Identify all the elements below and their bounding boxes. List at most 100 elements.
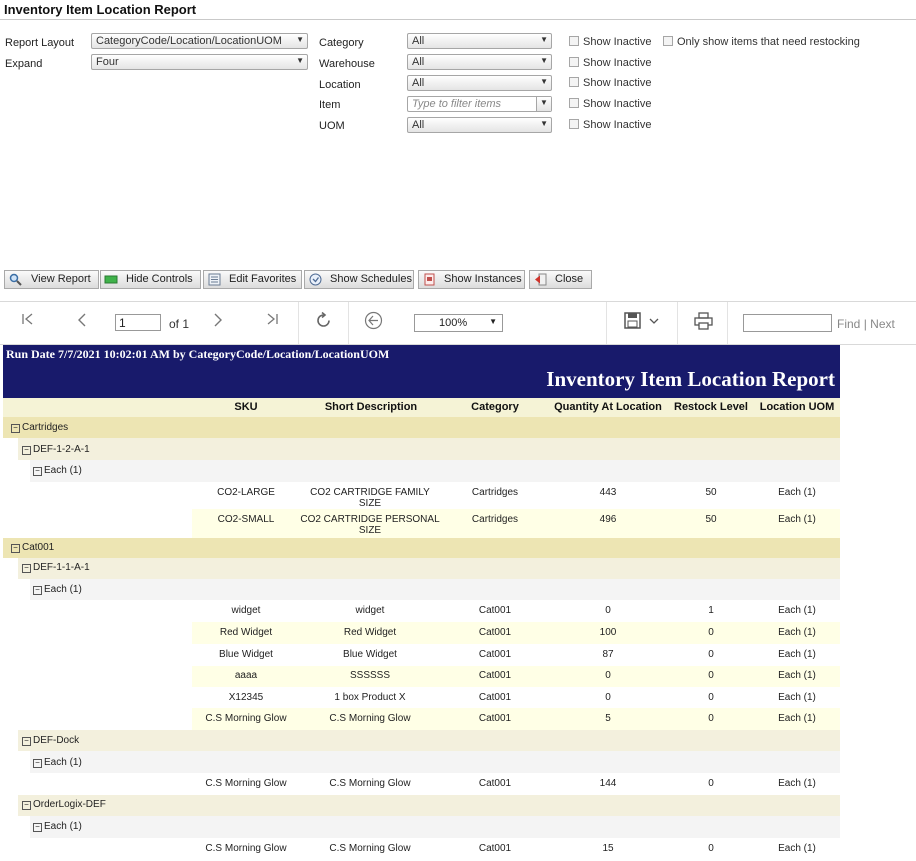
list-edit-icon xyxy=(207,273,221,286)
uom-group-label[interactable]: − Each (1) xyxy=(33,465,82,476)
location-group-label[interactable]: − OrderLogix-DEF xyxy=(22,799,106,810)
viewer-toolbar-bottom-border xyxy=(0,344,916,345)
uom-group-label[interactable]: − Each (1) xyxy=(33,584,82,595)
uom-group-row xyxy=(30,579,840,600)
edit-favorites-button[interactable]: Edit Favorites xyxy=(203,270,302,289)
collapse-icon[interactable]: − xyxy=(22,564,31,573)
hide-controls-button[interactable]: Hide Controls xyxy=(100,270,201,289)
save-export-button[interactable] xyxy=(624,312,662,335)
category-cell: Cat001 xyxy=(478,692,512,703)
location-value: All xyxy=(412,77,425,89)
print-icon[interactable] xyxy=(694,312,713,335)
toolbar-separator xyxy=(677,302,678,344)
collapse-icon[interactable]: − xyxy=(11,544,20,553)
description-cell: widget xyxy=(355,605,385,616)
uom-cell: Each (1) xyxy=(778,670,816,681)
category-cell: Cat001 xyxy=(478,713,512,724)
description-cell: SSSSSS xyxy=(349,670,391,681)
category-group-label[interactable]: − Cartridges xyxy=(11,422,68,433)
toolbar-separator xyxy=(298,302,299,344)
find-separator: | xyxy=(863,317,867,331)
category-cell: Cartridges xyxy=(471,487,519,498)
clock-icon xyxy=(308,273,322,286)
collapse-icon[interactable]: − xyxy=(33,467,42,476)
uom-show-inactive-checkbox[interactable] xyxy=(569,119,579,129)
restock-cell: 0 xyxy=(708,843,714,854)
location-group-label[interactable]: − DEF-1-1-A-1 xyxy=(22,562,90,573)
uom-cell: Each (1) xyxy=(778,778,816,789)
collapse-icon[interactable]: − xyxy=(22,737,31,746)
close-button[interactable]: Close xyxy=(529,270,592,289)
warehouse-show-inactive-checkbox[interactable] xyxy=(569,57,579,67)
collapse-icon[interactable]: − xyxy=(22,801,31,810)
toolbar-separator xyxy=(606,302,607,344)
description-cell: CO2 CARTRIDGE FAMILY SIZE xyxy=(310,487,430,509)
collapse-icon[interactable]: − xyxy=(33,823,42,832)
chevron-down-icon: ▼ xyxy=(540,119,548,128)
uom-group-label[interactable]: − Each (1) xyxy=(33,757,82,768)
category-cell: Cartridges xyxy=(471,514,519,525)
location-label: Location xyxy=(319,79,361,91)
page-number-input[interactable]: 1 xyxy=(115,314,161,331)
previous-page-button[interactable] xyxy=(76,312,88,333)
location-group-label[interactable]: − DEF-Dock xyxy=(22,735,79,746)
collapse-icon[interactable]: − xyxy=(11,424,20,433)
uom-cell: Each (1) xyxy=(778,605,816,616)
warehouse-dropdown[interactable]: All ▼ xyxy=(407,54,552,70)
next-page-button[interactable] xyxy=(212,312,224,333)
report-layout-label: Report Layout xyxy=(5,37,75,49)
back-arrow-icon[interactable] xyxy=(364,311,383,335)
quantity-cell: 0 xyxy=(605,692,611,703)
find-input[interactable] xyxy=(743,314,832,332)
location-group-row xyxy=(18,438,840,460)
item-dropdown-button[interactable]: ▼ xyxy=(536,97,551,111)
location-show-inactive-checkbox[interactable] xyxy=(569,77,579,87)
column-header-category: Category xyxy=(471,401,519,413)
page-title: Inventory Item Location Report xyxy=(4,2,197,17)
collapse-icon[interactable]: − xyxy=(33,586,42,595)
table-row xyxy=(192,708,840,730)
sku-cell: X12345 xyxy=(228,692,264,703)
column-header-row xyxy=(3,398,840,417)
first-page-button[interactable] xyxy=(21,312,35,331)
collapse-icon[interactable]: − xyxy=(22,446,31,455)
category-group-row xyxy=(3,538,840,558)
viewer-toolbar-top-border xyxy=(0,301,916,302)
sku-cell: C.S Morning Glow xyxy=(205,713,287,724)
show-instances-button[interactable]: Show Instances xyxy=(418,270,525,289)
last-page-button[interactable] xyxy=(265,312,279,331)
uom-dropdown[interactable]: All ▼ xyxy=(407,117,552,133)
zoom-select[interactable]: 100% ▼ xyxy=(414,314,503,332)
description-cell: C.S Morning Glow xyxy=(329,843,411,854)
show-schedules-button[interactable]: Show Schedules xyxy=(304,270,414,289)
category-cell: Cat001 xyxy=(478,843,512,854)
find-next-link[interactable]: Next xyxy=(870,317,895,331)
chevron-down-icon: ▼ xyxy=(296,35,304,44)
quantity-cell: 15 xyxy=(602,843,614,854)
expand-dropdown[interactable]: Four ▼ xyxy=(91,54,308,70)
restock-only-checkbox[interactable] xyxy=(663,36,673,46)
find-link[interactable]: Find | Next xyxy=(837,317,895,331)
item-show-inactive-checkbox[interactable] xyxy=(569,98,579,108)
uom-group-row xyxy=(30,751,840,773)
location-group-label[interactable]: − DEF-1-2-A-1 xyxy=(22,444,90,455)
sku-cell: Blue Widget xyxy=(219,649,273,660)
uom-group-row xyxy=(30,816,840,838)
location-dropdown[interactable]: All ▼ xyxy=(407,75,552,91)
category-show-inactive-checkbox[interactable] xyxy=(569,36,579,46)
view-report-button[interactable]: View Report xyxy=(4,270,99,289)
uom-group-label[interactable]: − Each (1) xyxy=(33,821,82,832)
sku-cell: Red Widget xyxy=(219,627,273,638)
collapse-icon[interactable]: − xyxy=(33,759,42,768)
category-group-label[interactable]: − Cat001 xyxy=(11,542,54,553)
item-filter-input[interactable]: Type to filter items ▼ xyxy=(407,96,552,112)
restock-cell: 0 xyxy=(708,778,714,789)
category-dropdown[interactable]: All ▼ xyxy=(407,33,552,49)
show-inactive-label: Show Inactive xyxy=(583,36,652,48)
sku-cell: widget xyxy=(231,605,261,616)
toolbar-separator xyxy=(727,302,728,344)
quantity-cell: 0 xyxy=(605,605,611,616)
refresh-icon[interactable] xyxy=(314,311,333,335)
report-layout-dropdown[interactable]: CategoryCode/Location/LocationUOM ▼ xyxy=(91,33,308,49)
sku-cell: aaaa xyxy=(234,670,258,681)
